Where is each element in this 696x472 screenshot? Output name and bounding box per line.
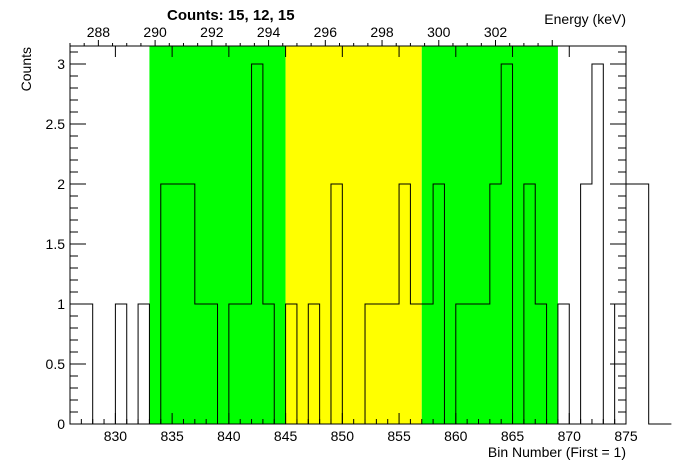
energy-tick-label: 294 bbox=[257, 24, 281, 40]
y-axis-label: Counts bbox=[18, 47, 34, 91]
y-tick-label: 1.5 bbox=[46, 236, 66, 252]
energy-axis: 288 290 292 294 296 298 300 302 bbox=[69, 24, 553, 46]
y-axis: 0 0.5 1 1.5 2 2.5 3 bbox=[46, 51, 626, 432]
histogram-outline bbox=[69, 63, 672, 425]
energy-tick-label: 288 bbox=[87, 24, 111, 40]
y-tick-label: 2.5 bbox=[46, 116, 66, 132]
x-tick-label: 845 bbox=[274, 428, 298, 444]
energy-tick-label: 298 bbox=[370, 24, 394, 40]
x-axis: 830 835 840 845 850 855 860 865 870 875 bbox=[69, 46, 638, 444]
x-tick-label: 860 bbox=[444, 428, 468, 444]
region-1 bbox=[285, 46, 422, 424]
chart-title: Counts: 15, 12, 15 bbox=[167, 7, 295, 24]
energy-tick-label: 300 bbox=[427, 24, 451, 40]
energy-tick-label: 296 bbox=[314, 24, 338, 40]
y-tick-label: 1 bbox=[57, 296, 65, 312]
x-tick-label: 835 bbox=[160, 428, 184, 444]
energy-tick-label: 302 bbox=[484, 24, 508, 40]
x-tick-label: 865 bbox=[501, 428, 525, 444]
energy-axis-label: Energy (keV) bbox=[544, 11, 626, 27]
x-tick-label: 830 bbox=[104, 428, 128, 444]
shaded-regions bbox=[149, 46, 558, 424]
x-axis-label: Bin Number (First = 1) bbox=[488, 444, 626, 460]
y-tick-label: 0.5 bbox=[46, 356, 66, 372]
y-tick-label: 2 bbox=[57, 176, 65, 192]
y-tick-label: 3 bbox=[57, 56, 65, 72]
x-tick-label: 855 bbox=[387, 428, 411, 444]
x-tick-label: 840 bbox=[217, 428, 241, 444]
plot-frame bbox=[69, 45, 627, 425]
x-tick-label: 850 bbox=[331, 428, 355, 444]
energy-tick-label: 292 bbox=[200, 24, 224, 40]
energy-tick-label: 290 bbox=[143, 24, 167, 40]
y-tick-label: 0 bbox=[57, 416, 65, 432]
x-tick-label: 875 bbox=[614, 428, 638, 444]
x-tick-label: 870 bbox=[558, 428, 582, 444]
